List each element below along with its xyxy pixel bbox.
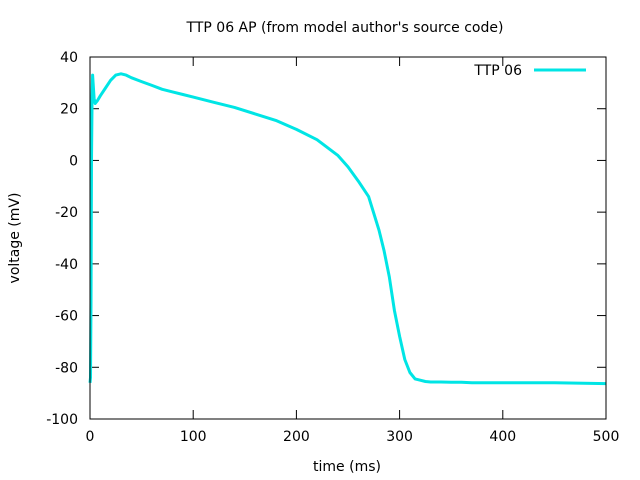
x-tick-label: 100 — [180, 429, 207, 445]
y-tick-label: -20 — [55, 205, 78, 221]
x-tick-label: 0 — [86, 429, 95, 445]
chart-title: TTP 06 AP (from model author's source co… — [186, 20, 504, 36]
x-axis-label: time (ms) — [313, 459, 381, 475]
x-tick-label: 400 — [489, 429, 516, 445]
y-tick-label: -80 — [55, 360, 78, 376]
legend-label: TTP 06 — [473, 63, 522, 79]
series-lines — [88, 72, 607, 386]
y-tick-label: -60 — [55, 309, 78, 325]
y-tick-label: -100 — [46, 412, 78, 428]
y-tick-label: -40 — [55, 257, 78, 273]
y-axis-label: voltage (mV) — [7, 193, 23, 284]
x-tick-label: 500 — [593, 429, 620, 445]
x-tick-label: 200 — [283, 429, 310, 445]
legend: TTP 06 — [473, 63, 586, 79]
y-tick-label: 40 — [60, 50, 78, 66]
y-tick-label: 0 — [69, 153, 78, 169]
series-line — [88, 72, 607, 386]
y-tick-label: 20 — [60, 102, 78, 118]
axis-ticks: 0 100 200 300 400 500 -100 -80 -60 -40 -20 0 20 40 — [46, 50, 619, 445]
x-tick-label: 300 — [386, 429, 413, 445]
plot-frame — [89, 56, 607, 420]
